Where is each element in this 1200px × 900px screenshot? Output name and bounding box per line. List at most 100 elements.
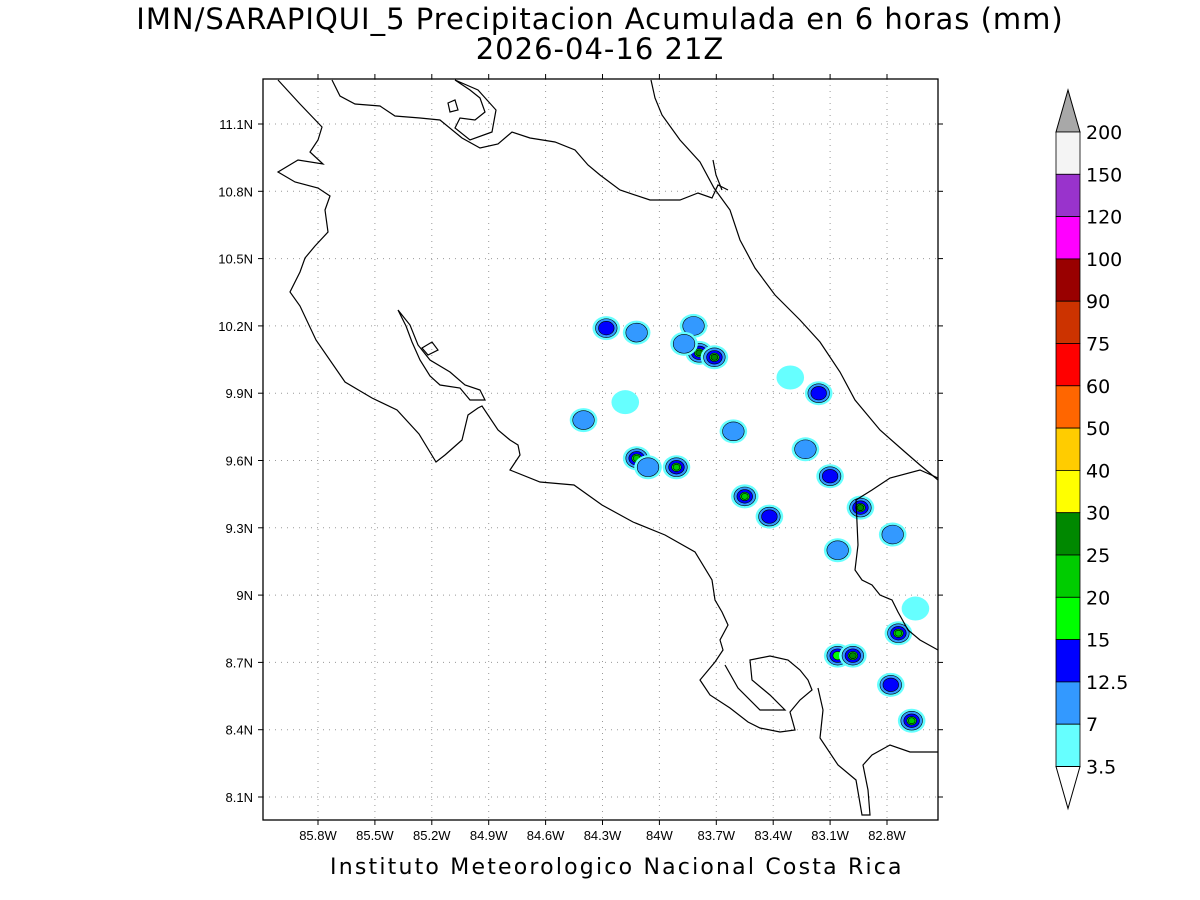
colorbar-label: 100	[1086, 249, 1122, 271]
lat-lon-grid	[263, 79, 938, 820]
colorbar-swatch	[1055, 173, 1081, 218]
x-tick-label: 83.4W	[754, 828, 792, 843]
colorbar-swatch	[1055, 639, 1081, 683]
colorbar-swatch	[1055, 216, 1081, 260]
x-tick-label: 82.8W	[868, 828, 906, 843]
y-tick-label: 8.4N	[226, 723, 253, 738]
colorbar-swatch	[1055, 723, 1081, 767]
colorbar-label: 90	[1086, 291, 1110, 313]
x-tick-label: 83.1W	[811, 828, 849, 843]
colorbar-label: 40	[1086, 460, 1110, 482]
x-tick-label: 84.6W	[527, 828, 565, 843]
precip-cell	[846, 495, 875, 520]
precip-cell	[670, 331, 698, 356]
precip-contour	[849, 652, 857, 659]
credit-footer: Instituto Meteorologico Nacional Costa R…	[330, 855, 904, 880]
nicaragua-border	[331, 79, 729, 201]
colorbar-under-arrow	[1055, 766, 1081, 811]
precip-contour	[894, 629, 903, 637]
precip-contour	[907, 717, 916, 725]
x-tick-label: 83.7W	[698, 828, 736, 843]
precip-contour	[810, 386, 827, 401]
panama-border	[854, 469, 939, 651]
precip-contour	[572, 410, 595, 430]
precip-contour	[740, 493, 749, 500]
colorbar-swatch	[1055, 343, 1081, 387]
precip-cell	[634, 455, 662, 480]
colorbar-swatch	[1055, 258, 1081, 302]
precip-contour	[625, 322, 648, 343]
colorbar-label: 12.5	[1086, 672, 1128, 694]
precip-contour	[672, 334, 696, 354]
colorbar-label: 60	[1086, 376, 1110, 398]
precip-contour	[722, 421, 745, 442]
map-subtitle: 2026-04-16 21Z	[475, 32, 725, 66]
colorbar-label: 25	[1086, 545, 1110, 567]
precip-cell	[897, 708, 926, 733]
precip-contour	[776, 365, 805, 390]
precip-contour	[672, 463, 681, 471]
x-tick-label: 85.2W	[413, 828, 451, 843]
precip-contour	[826, 540, 849, 560]
precip-cell	[611, 390, 640, 415]
precip-cell	[839, 643, 867, 668]
precip-contour	[881, 524, 904, 545]
precip-contour	[856, 504, 865, 511]
colorbar-label: 200	[1086, 122, 1122, 144]
osa-peninsula	[817, 687, 938, 816]
y-tick-label: 9.9N	[226, 386, 253, 401]
coastline	[276, 79, 939, 816]
precip-contour	[821, 469, 839, 484]
colorbar-swatch	[1055, 300, 1081, 344]
precip-contour	[901, 596, 930, 621]
gulf-bay	[447, 99, 459, 113]
precip-cell	[791, 437, 820, 462]
precip-cell	[569, 408, 598, 433]
nicoya-inner	[397, 309, 486, 401]
precip-contour	[710, 354, 719, 361]
map-title: IMN/SARAPIQUI_5 Precipitacion Acumulada …	[136, 2, 1064, 36]
caribbean-coastline	[650, 79, 939, 481]
colorbar-swatch	[1055, 469, 1081, 514]
precip-cell	[700, 345, 729, 370]
colorbar-label: 75	[1086, 334, 1110, 356]
colorbar-label: 3.5	[1086, 757, 1116, 779]
color-scale-legend: 200 150 120 100 90 75 60 50 40 30 25 20 15 12.5 7 3.5	[1055, 88, 1128, 811]
precip-cell	[884, 621, 913, 646]
precip-cell	[901, 596, 930, 621]
precip-contour	[636, 457, 660, 477]
precip-contour	[882, 677, 899, 692]
x-tick-label: 85.5W	[356, 828, 394, 843]
nicoya-island	[421, 341, 439, 356]
precip-contour	[598, 321, 615, 336]
colorbar-swatch	[1055, 385, 1081, 429]
colorbar-swatch	[1055, 427, 1081, 471]
x-tick-label: 84.3W	[584, 828, 622, 843]
y-tick-label: 9.6N	[226, 454, 253, 469]
colorbar-label: 150	[1086, 164, 1122, 186]
precipitation-fill-layer	[569, 313, 930, 733]
latitude-ticks: 8.1N 8.4N 8.7N 9N 9.3N 9.6N 9.9N 10.2N 10.5N 10.8…	[218, 117, 943, 805]
precip-contour	[794, 439, 817, 459]
san-juan-river	[712, 159, 723, 191]
y-tick-label: 11.1N	[219, 117, 253, 132]
y-tick-label: 9N	[236, 588, 253, 603]
y-tick-label: 8.1N	[226, 790, 253, 805]
precip-cell	[878, 522, 907, 547]
y-tick-label: 8.7N	[226, 655, 253, 670]
precip-cell	[592, 316, 621, 341]
colorbar-label: 120	[1086, 207, 1122, 229]
colorbar-swatch	[1055, 681, 1081, 725]
precip-cell	[755, 504, 784, 529]
precip-cell	[776, 365, 805, 390]
colorbar-label: 50	[1086, 418, 1110, 440]
precip-cell	[662, 455, 691, 480]
longitude-ticks: 85.8W 85.5W 85.2W 84.9W 84.6W 84.3W 84W 83.7W 83…	[299, 74, 907, 843]
y-tick-label: 9.3N	[226, 521, 253, 536]
colorbar-label: 7	[1086, 714, 1098, 736]
precip-cell	[730, 484, 759, 509]
precip-cell	[622, 320, 651, 345]
precip-cell	[719, 419, 748, 444]
colorbar-over-arrow	[1055, 88, 1081, 133]
